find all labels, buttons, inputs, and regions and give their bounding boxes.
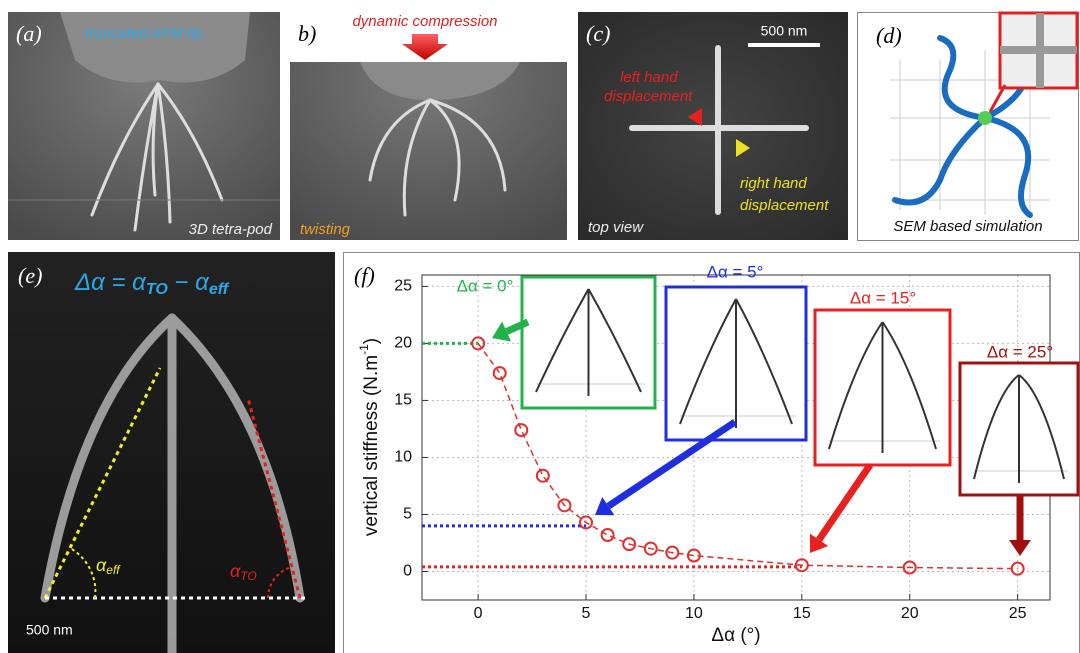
y-axis-title: vertical stiffness (N.m-1)	[357, 338, 382, 536]
panel-e: (e) Δα = αTO − αeff αeff αTO 500 nm	[8, 252, 335, 653]
equation-sub: TO	[146, 281, 168, 298]
x-tick-label: 0	[474, 605, 483, 622]
panel-a: (a) truncated AFM tip 3D tetra-pod	[8, 12, 280, 240]
y-tick-label: 25	[394, 278, 412, 295]
caption: top view	[588, 219, 644, 236]
panel-label: (a)	[16, 21, 42, 46]
x-tick-label: 20	[901, 605, 919, 622]
caption: twisting	[300, 221, 351, 238]
y-tick-label: 20	[394, 335, 412, 352]
y-axis-title-part: vertical stiffness (N.m	[361, 355, 382, 536]
scale-label: 500 nm	[761, 23, 808, 39]
annotation: truncated AFM tip	[85, 25, 203, 42]
annotation-label: Δα = 25°	[987, 342, 1053, 361]
y-axis-title-sup: -1	[357, 344, 371, 355]
panel-label: (e)	[18, 263, 42, 288]
annotation-label: Δα = 5°	[707, 262, 764, 281]
equation-part: − α	[168, 269, 210, 296]
panel-label: (f)	[354, 263, 375, 288]
annotation: left hand	[620, 69, 678, 86]
x-axis-title: Δα (°)	[711, 625, 760, 646]
y-tick-label: 0	[403, 563, 412, 580]
x-tick-label: 15	[793, 605, 811, 622]
equation-part: Δα = α	[74, 269, 147, 296]
equation-sub: eff	[209, 281, 230, 298]
annotation: displacement	[604, 88, 693, 105]
center-node	[978, 111, 992, 125]
y-axis-title-part: )	[361, 338, 382, 344]
annotation-label: Δα = 0°	[457, 276, 514, 295]
panel-b: b) dynamic compression twisting	[290, 12, 567, 240]
y-tick-label: 10	[394, 449, 412, 466]
panel-label: (c)	[586, 21, 610, 46]
angle-sub: TO	[240, 569, 256, 583]
scale-label: 500 nm	[26, 622, 73, 638]
x-tick-label: 25	[1009, 605, 1027, 622]
caption: SEM based simulation	[893, 218, 1042, 235]
panel-label: (d)	[876, 23, 902, 48]
y-tick-label: 5	[403, 506, 412, 523]
annotation: displacement	[740, 197, 829, 214]
caption: 3D tetra-pod	[189, 221, 273, 238]
panel-d: (d) SEM based simulation	[858, 13, 1079, 241]
annotation-label: Δα = 15°	[850, 288, 916, 307]
x-tick-label: 10	[685, 605, 703, 622]
panel-c: 500 nm (c) left hand displacement right …	[578, 12, 848, 240]
x-tick-label: 5	[582, 605, 591, 622]
panel-f: (f) Δα (°) vertical stiffness (N.m-1) 0 5…	[344, 253, 1080, 653]
annotation: dynamic compression	[352, 13, 497, 30]
panel-label: b)	[298, 21, 316, 46]
figure: (a) truncated AFM tip 3D tetra-pod b) dy…	[0, 0, 1080, 653]
y-tick-label: 15	[394, 392, 412, 409]
annotation: right hand	[740, 175, 807, 192]
angle-sub: eff	[106, 563, 121, 577]
